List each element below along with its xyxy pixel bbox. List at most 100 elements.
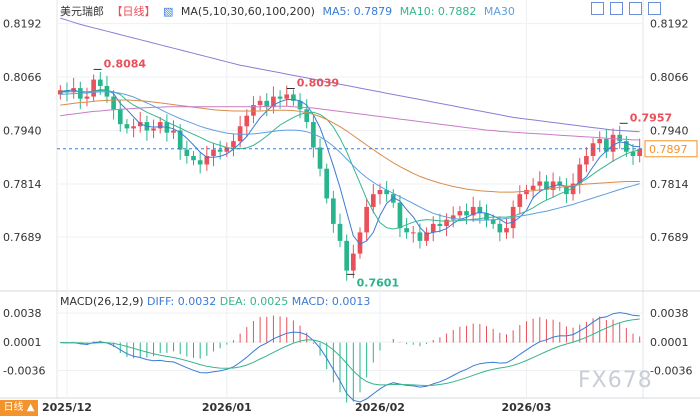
candle-body [597, 139, 603, 144]
candle-body [350, 253, 356, 271]
candle-body [344, 240, 350, 271]
candle-body [184, 149, 190, 156]
candle-body [397, 202, 403, 229]
candle-body [517, 194, 523, 207]
candle-body [311, 122, 316, 148]
price-tick-left: 0.8192 [3, 18, 42, 31]
watermark: FX678 [578, 368, 653, 393]
candle-body [637, 148, 643, 156]
expand-icon[interactable] [591, 2, 604, 15]
candle-body [217, 149, 223, 152]
candle-body [357, 232, 363, 254]
candle-body [417, 232, 423, 241]
candle-body [317, 147, 323, 169]
candle-body [117, 109, 123, 125]
candle-body [177, 130, 183, 150]
candle-body [530, 185, 536, 190]
candle-body [577, 164, 583, 184]
macd-tick-left: 0.0001 [3, 336, 42, 349]
candle-body [584, 155, 589, 165]
annotation-label: 0.7601 [357, 276, 399, 289]
candle-body [370, 194, 376, 207]
candle-body [97, 79, 103, 86]
price-tick-right: 0.7940 [650, 125, 689, 138]
ma5-value: MA5: 0.7879 [322, 5, 393, 18]
candle-body [251, 105, 256, 116]
candle-body [410, 232, 416, 234]
candle-body [304, 109, 310, 123]
macd-tick-right: 0.0038 [650, 307, 689, 320]
candle-body [630, 151, 636, 156]
candle-body [237, 126, 243, 142]
candle-body [557, 181, 563, 186]
period-tag[interactable]: 日线 ▲ [0, 400, 38, 416]
candle-body [104, 85, 110, 97]
candle-body [464, 211, 469, 216]
ma30-value: MA30 [483, 5, 515, 18]
candle-body [430, 223, 436, 233]
candle-body [377, 189, 383, 195]
candle-body [297, 100, 303, 110]
candle-body [590, 143, 596, 156]
ma-label: MA(5,10,30,60,100,200) [180, 5, 315, 18]
zoom-out-icon[interactable] [648, 2, 661, 15]
price-tick-right: 0.8066 [650, 71, 689, 84]
candle-body [424, 232, 429, 241]
macd-value: MACD: 0.0013 [291, 295, 371, 308]
candle-body [384, 189, 389, 195]
annotation-label: 0.8039 [297, 77, 339, 90]
macd-tick-left: -0.0036 [3, 365, 45, 378]
candle-body [457, 211, 463, 216]
candle-body [564, 185, 569, 195]
time-tick: 2026/02 [355, 401, 405, 414]
candle-body [157, 122, 163, 129]
candle-body [450, 215, 456, 220]
ma-indicator-icon[interactable]: ▧ [163, 5, 174, 18]
candle-body [331, 198, 336, 224]
candle-body [191, 155, 196, 161]
candle-body [484, 213, 489, 220]
macd-tick-right: 0.0001 [650, 336, 689, 349]
candle-body [84, 96, 90, 99]
ma10-value: MA10: 0.7882 [399, 5, 477, 18]
candle-body [624, 141, 629, 152]
ma10-line [60, 90, 640, 230]
candle-body [151, 128, 156, 131]
time-tick: 2025/12 [42, 401, 92, 414]
candle-body [364, 206, 369, 233]
candle-body [504, 228, 509, 233]
candle-body [171, 130, 176, 133]
candle-body [111, 96, 116, 110]
candle-body [244, 115, 250, 127]
dea-value: DEA: 0.0025 [219, 295, 289, 308]
symbol-label: 美元瑞郎 [60, 5, 104, 18]
candle-body [197, 160, 203, 165]
zoom-in-icon[interactable] [629, 2, 642, 15]
time-tick: 2026/03 [501, 401, 551, 414]
dea-line [60, 318, 640, 387]
candle-body [617, 134, 623, 142]
candle-body [224, 147, 230, 152]
candle-body [284, 94, 290, 99]
ma30-line [60, 91, 640, 221]
candle-body [604, 139, 609, 152]
candle-body [570, 183, 576, 195]
time-tick: 2026/01 [202, 401, 252, 414]
candle-body [444, 219, 449, 227]
candle-body [610, 134, 616, 152]
candle-body [477, 206, 483, 214]
candle-body [324, 168, 330, 199]
candle-body [497, 223, 503, 233]
price-tick-left: 0.8066 [3, 71, 42, 84]
macd-label: MACD(26,12,9) [60, 295, 144, 308]
candle-body [470, 206, 476, 216]
candle-body [490, 219, 496, 224]
candle-body [64, 90, 70, 93]
candle-body [91, 79, 96, 97]
candle-body [524, 189, 529, 195]
diff-value: DIFF: 0.0032 [147, 295, 217, 308]
candle-body [404, 228, 409, 233]
move-icon[interactable] [610, 2, 623, 15]
last-price-label: 0.7897 [649, 143, 688, 156]
